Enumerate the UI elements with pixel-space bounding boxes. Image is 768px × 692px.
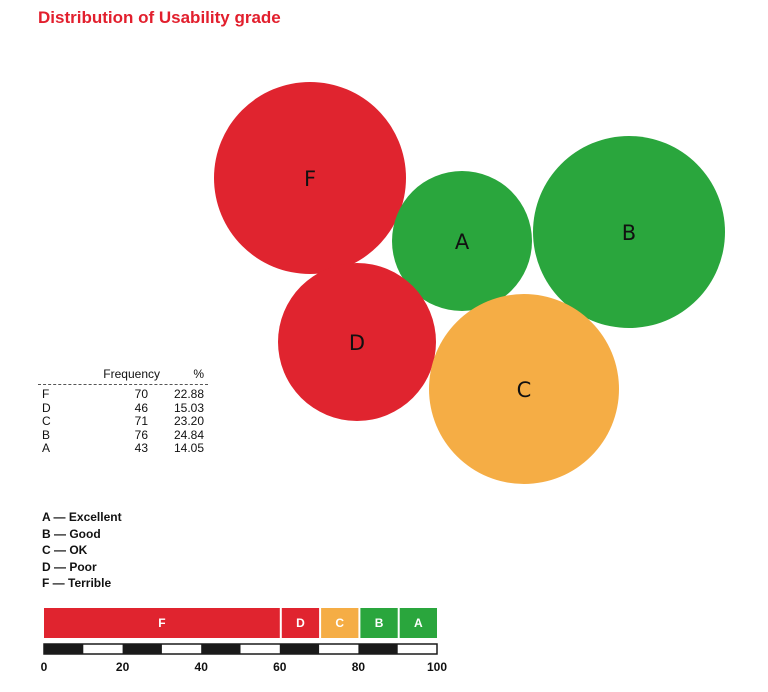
legend-item-c: C — OK [42, 543, 88, 557]
bar-segment-d [281, 608, 320, 638]
axis-tick-label: 0 [41, 660, 48, 674]
bar-segment-a [399, 608, 437, 638]
row-percent: 14.05 [173, 441, 204, 455]
bubble-d [278, 263, 436, 421]
legend-item-d: D — Poor [42, 559, 97, 574]
row-percent: 22.88 [173, 387, 204, 401]
bar-segment-label-b: B [375, 616, 384, 630]
ruler-block [201, 644, 241, 654]
row-grade: C [42, 414, 51, 428]
row-frequency: 46 [134, 400, 148, 415]
bubble-label-a: A [455, 230, 470, 254]
bubble-chart: F A B D C [214, 82, 725, 484]
table-row: A 43 14.05 [38, 441, 208, 456]
table-header: Frequency % [38, 365, 208, 385]
bubble-label-f: F [304, 167, 316, 191]
bar-segment-label-d: D [296, 616, 305, 630]
header-percent: % [193, 367, 204, 381]
row-percent: 15.03 [173, 400, 204, 415]
axis-tick-label: 40 [195, 660, 209, 674]
bubble-a [392, 171, 532, 311]
axis-tick-label: 60 [273, 660, 287, 674]
bar-segment-c [321, 608, 359, 638]
axis-tick-label: 100 [427, 660, 447, 674]
bar-segment-label-f: F [158, 616, 165, 630]
chart-title: Distribution of Usability grade [38, 8, 281, 27]
ruler-block [44, 644, 84, 654]
axis-tick-label: 20 [116, 660, 130, 674]
bubble-label-b: B [622, 221, 636, 245]
axis-tick-label: 80 [352, 660, 366, 674]
bar-segment-label-c: C [335, 616, 344, 630]
bubble-c [429, 294, 619, 484]
row-frequency: 71 [134, 414, 148, 428]
header-frequency: Frequency [103, 367, 160, 381]
legend-item-f: F — Terrible [42, 576, 112, 590]
grade-legend: A — Excellent B — Good C — OK D — Poor F… [42, 509, 122, 592]
row-grade: F [42, 387, 50, 401]
row-grade: D [42, 400, 51, 415]
bubble-label-d: D [349, 331, 365, 355]
table-row: C 71 23.20 [38, 414, 208, 429]
legend-item-b: B — Good [42, 526, 101, 541]
row-frequency: 43 [134, 441, 148, 455]
row-percent: 24.84 [173, 427, 204, 442]
ruler-block [358, 644, 398, 654]
bubble-label-c: C [517, 378, 532, 402]
row-grade: B [42, 427, 51, 442]
row-frequency: 70 [134, 387, 148, 401]
row-frequency: 76 [134, 427, 148, 442]
row-percent: 23.20 [173, 414, 204, 428]
table-row: D 46 15.03 [38, 400, 208, 416]
bubble-f [214, 82, 406, 274]
ruler-block [122, 644, 162, 654]
table-row: B 76 24.84 [38, 427, 208, 443]
ruler-block [279, 644, 320, 654]
bar-segment-b [360, 608, 398, 638]
table-row: F 70 22.88 [38, 387, 208, 402]
bar-segment-label-a: A [414, 616, 423, 630]
bubble-b [533, 136, 725, 328]
bar-segment-f [44, 608, 280, 638]
legend-item-a: A — Excellent [42, 510, 122, 524]
frequency-table: Frequency % F 70 22.88 D 46 15.03 C 71 2… [38, 365, 208, 456]
row-grade: A [42, 441, 51, 455]
